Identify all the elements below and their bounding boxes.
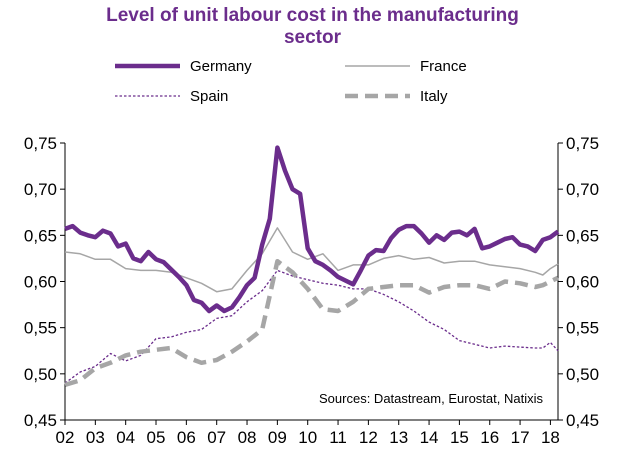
- legend-label-france: France: [420, 58, 467, 75]
- series-layer: [64, 145, 560, 388]
- y-tick-label-right: 0,50: [566, 365, 599, 384]
- chart-title-line2: sector: [283, 27, 342, 48]
- y-tick-label-left: 0,50: [24, 365, 57, 384]
- x-tick-label: 02: [56, 428, 75, 447]
- series-line-germany: [64, 145, 560, 314]
- y-tick-label-right: 0,70: [566, 180, 599, 199]
- x-tick-label: 07: [207, 428, 226, 447]
- y-tick-label-right: 0,60: [566, 273, 599, 292]
- legend-label-spain: Spain: [190, 88, 228, 105]
- y-tick-label-left: 0,75: [24, 134, 57, 153]
- source-note: Sources: Datastream, Eurostat, Natixis: [319, 391, 543, 406]
- legend: Germany France Spain Italy: [115, 58, 467, 105]
- x-tick-label: 16: [480, 428, 499, 447]
- x-tick-label: 14: [420, 428, 439, 447]
- y-tick-label-right: 0,65: [566, 226, 599, 245]
- legend-label-italy: Italy: [420, 88, 448, 105]
- x-tick-label: 05: [147, 428, 166, 447]
- x-tick-label: 09: [268, 428, 287, 447]
- x-tick-label: 13: [389, 428, 408, 447]
- x-tick-label: 17: [511, 428, 530, 447]
- y-tick-label-right: 0,75: [566, 134, 599, 153]
- y-tick-label-left: 0,65: [24, 226, 57, 245]
- y-tick-label-left: 0,70: [24, 180, 57, 199]
- series-line-france: [64, 227, 559, 293]
- y-tick-label-left: 0,60: [24, 273, 57, 292]
- y-tick-label-left: 0,55: [24, 319, 57, 338]
- x-tick-label: 11: [329, 428, 347, 447]
- x-tick-label: 04: [116, 428, 135, 447]
- x-tick-label: 06: [177, 428, 196, 447]
- y-tick-label-left: 0,45: [24, 411, 57, 430]
- x-tick-label: 10: [298, 428, 317, 447]
- legend-label-germany: Germany: [190, 58, 252, 75]
- chart-title-line1: Level of unit labour cost in the manufac…: [106, 5, 519, 26]
- series-line-spain: [64, 269, 559, 384]
- y-tick-label-right: 0,55: [566, 319, 599, 338]
- y-tick-label-right: 0,45: [566, 411, 599, 430]
- x-tick-label: 15: [450, 428, 469, 447]
- series-line-italy: [64, 258, 559, 388]
- x-tick-label: 12: [359, 428, 378, 447]
- x-tick-label: 08: [238, 428, 257, 447]
- axes: 0,45 0,45 0,50 0,50 0,55 0,55 0,60 0,60 0,65 0,65…: [24, 134, 599, 447]
- x-tick-label: 18: [541, 428, 560, 447]
- x-tick-label: 03: [86, 428, 105, 447]
